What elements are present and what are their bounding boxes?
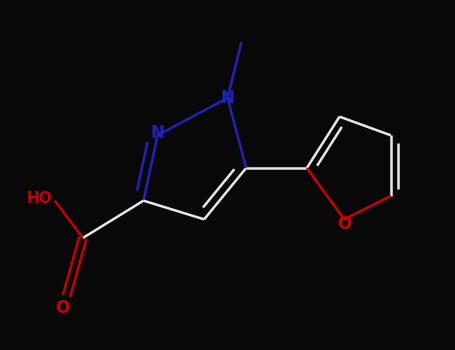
Text: O: O xyxy=(337,215,351,233)
Text: N: N xyxy=(221,89,234,107)
Text: O: O xyxy=(55,299,69,317)
Text: N: N xyxy=(151,124,164,142)
Text: HO: HO xyxy=(27,191,52,206)
